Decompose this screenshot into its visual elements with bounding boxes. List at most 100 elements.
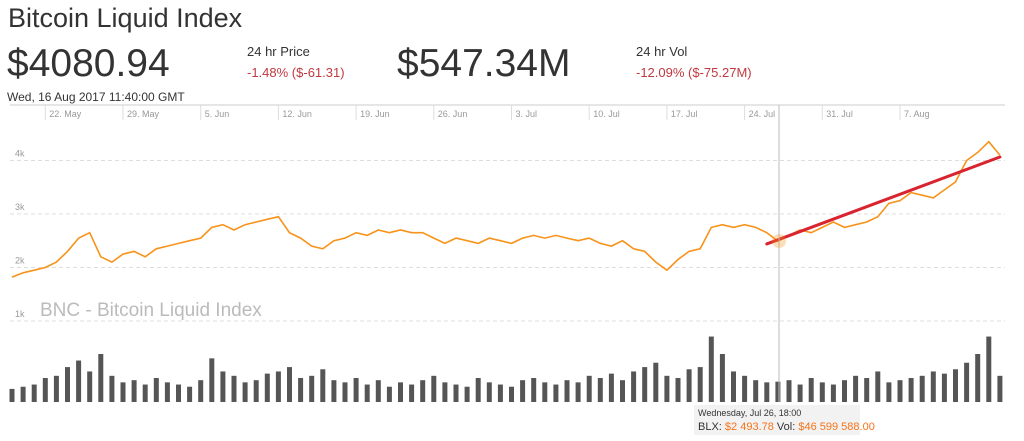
- volume-bar: [53, 375, 59, 402]
- cursor-halo: [772, 234, 786, 248]
- volume-bar: [509, 386, 514, 402]
- tooltip-date: Wednesday, Jul 26, 18:00: [698, 408, 801, 418]
- volume-bar: [653, 362, 659, 402]
- y-tick-label: 3k: [15, 202, 25, 212]
- volume-bar: [342, 382, 348, 402]
- volume-bar: [686, 369, 692, 402]
- volume-bar: [409, 384, 415, 402]
- volume-bar: [564, 380, 570, 402]
- volume-bar: [420, 380, 426, 402]
- tooltip: [694, 405, 860, 435]
- y-tick-label: 2k: [15, 255, 25, 265]
- volume-bar: [120, 382, 126, 402]
- volume-change: -12.09% ($-75.27M): [636, 65, 752, 80]
- volume-bar: [109, 375, 115, 402]
- volume-bar: [886, 382, 892, 402]
- volume-bar: [264, 373, 270, 402]
- x-tick-label: 26. Jun: [438, 109, 468, 119]
- trend-line: [765, 155, 1002, 246]
- volume-bar: [842, 380, 847, 402]
- volume-bar: [98, 354, 104, 402]
- volume-bar: [897, 380, 903, 402]
- tooltip-volume-label: Vol:: [777, 421, 795, 433]
- volume-bar: [231, 375, 237, 402]
- volume-bar: [919, 375, 925, 402]
- x-tick-label: 17. Jul: [671, 109, 698, 119]
- volume-bar: [375, 380, 381, 402]
- volume-bar: [753, 380, 759, 402]
- y-tick-label: 1k: [15, 309, 25, 319]
- volume-bar: [586, 375, 592, 402]
- x-tick-label: 7. Aug: [904, 109, 930, 119]
- volume-bar: [398, 382, 403, 402]
- volume-bar: [497, 384, 503, 402]
- price-change: -1.48% ($-61.31): [247, 65, 345, 80]
- volume-bar: [309, 375, 315, 402]
- volume-bar: [941, 373, 947, 402]
- volume-bar: [220, 371, 226, 402]
- volume-bar: [453, 384, 459, 402]
- x-tick-label: 5. Jun: [205, 109, 230, 119]
- volume-bar: [775, 381, 781, 402]
- volume-bar: [553, 384, 559, 402]
- volume-bar: [975, 354, 981, 402]
- volume-bar: [708, 336, 714, 402]
- volume-bar: [731, 371, 736, 402]
- x-tick-label: 29. May: [127, 109, 160, 119]
- volume-bar: [908, 378, 914, 402]
- volume-bar: [875, 371, 881, 402]
- volume-bar: [65, 367, 70, 402]
- x-tick-label: 10. Jul: [593, 109, 620, 119]
- volume-bar: [242, 382, 248, 402]
- volume-bar: [631, 371, 637, 402]
- volume-bar: [786, 380, 792, 402]
- volume-bar: [997, 375, 1003, 402]
- volume-bar: [475, 378, 481, 402]
- volume-bar: [176, 384, 181, 402]
- volume-bar: [20, 386, 26, 402]
- volume-bar: [853, 375, 859, 402]
- volume-bar: [9, 388, 15, 402]
- tooltip-volume: $46 599 588.00: [798, 421, 874, 433]
- volume-bar: [353, 378, 359, 402]
- volume-bar: [386, 386, 392, 402]
- x-tick-label: 12. Jun: [282, 109, 312, 119]
- volume-bar: [964, 362, 970, 402]
- tooltip-price-label: BLX:: [698, 421, 722, 433]
- volume-bar: [531, 378, 537, 402]
- volume-bar: [764, 382, 770, 402]
- volume-bar: [642, 367, 648, 402]
- volume-bar: [542, 382, 548, 402]
- volume-bar: [187, 386, 193, 402]
- volume-bar: [697, 367, 703, 402]
- volume-bar: [664, 375, 670, 402]
- volume-bar: [164, 382, 170, 402]
- volume-bar: [320, 369, 326, 402]
- volume-bar: [597, 378, 603, 402]
- tooltip-price: $2 493.78: [725, 421, 774, 433]
- x-tick-label: 19. Jun: [360, 109, 390, 119]
- volume-bar: [298, 378, 304, 402]
- tooltip-text: BLX: $2 493.78 Vol: $46 599 588.00: [698, 421, 875, 433]
- volume-bar: [719, 354, 725, 402]
- volume-bar: [864, 378, 870, 402]
- volume-bar: [364, 384, 370, 402]
- volume-bar: [797, 384, 803, 402]
- price-label: 24 hr Price: [247, 44, 310, 59]
- timestamp: Wed, 16 Aug 2017 11:40:00 GMT: [7, 90, 185, 104]
- title: Bitcoin Liquid Index: [8, 3, 243, 33]
- volume: $547.34M: [397, 42, 570, 85]
- volume-bar: [675, 378, 681, 402]
- y-tick-label: 4k: [15, 148, 25, 158]
- volume-bar: [930, 371, 936, 402]
- volume-bar: [142, 384, 148, 402]
- volume-bar: [198, 380, 204, 402]
- volume-bar: [953, 369, 958, 402]
- volume-bar: [464, 386, 470, 402]
- volume-label: 24 hr Vol: [636, 44, 687, 59]
- volume-bar: [486, 382, 492, 402]
- volume-bar: [742, 375, 748, 402]
- volume-bar: [209, 358, 215, 402]
- volume-bar: [76, 360, 82, 402]
